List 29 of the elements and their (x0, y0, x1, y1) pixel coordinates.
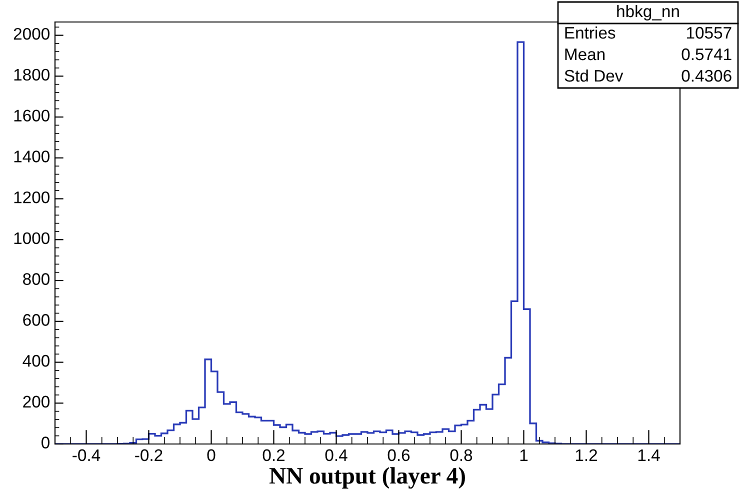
y-tick-label: 0 (42, 436, 50, 448)
text: 0.4306 (682, 70, 732, 82)
x-tick-label: 0 (207, 449, 216, 462)
x-tick-label: 1.2 (576, 449, 597, 461)
y-tick-label: 1000 (14, 232, 50, 244)
text: hbkg_nn (617, 4, 679, 21)
annotation: Std Dev (564, 69, 624, 82)
y-tick-label: 600 (23, 314, 50, 326)
annotation: Entries (565, 26, 616, 39)
text: 10557 (687, 26, 732, 39)
y-tick-label: 1400 (14, 150, 50, 162)
x-tick-label: 0.8 (450, 449, 472, 462)
x-tick-label: -0.4 (72, 449, 100, 462)
y-tick-label: 1800 (14, 68, 50, 81)
y-tick-label: 1600 (14, 110, 50, 122)
x-tick-label: 0.2 (262, 449, 284, 462)
y-tick-label: 400 (22, 354, 50, 367)
y-tick-label: 2000 (14, 28, 50, 40)
x-axis-title: NN output (layer 4) (269, 467, 465, 489)
y-tick-label: 200 (23, 396, 50, 408)
x-tick-label: 1 (520, 449, 528, 461)
y-tick-label: 1200 (14, 191, 50, 204)
y-tick-label: 800 (23, 273, 50, 285)
x-tick-label: 0.6 (388, 449, 410, 462)
text: 0.5741 (682, 48, 732, 60)
annotation: Mean (565, 48, 605, 60)
x-tick-label: -0.2 (135, 449, 162, 462)
x-tick-label: 1.4 (638, 449, 660, 461)
x-tick-label: 0.4 (325, 449, 348, 462)
